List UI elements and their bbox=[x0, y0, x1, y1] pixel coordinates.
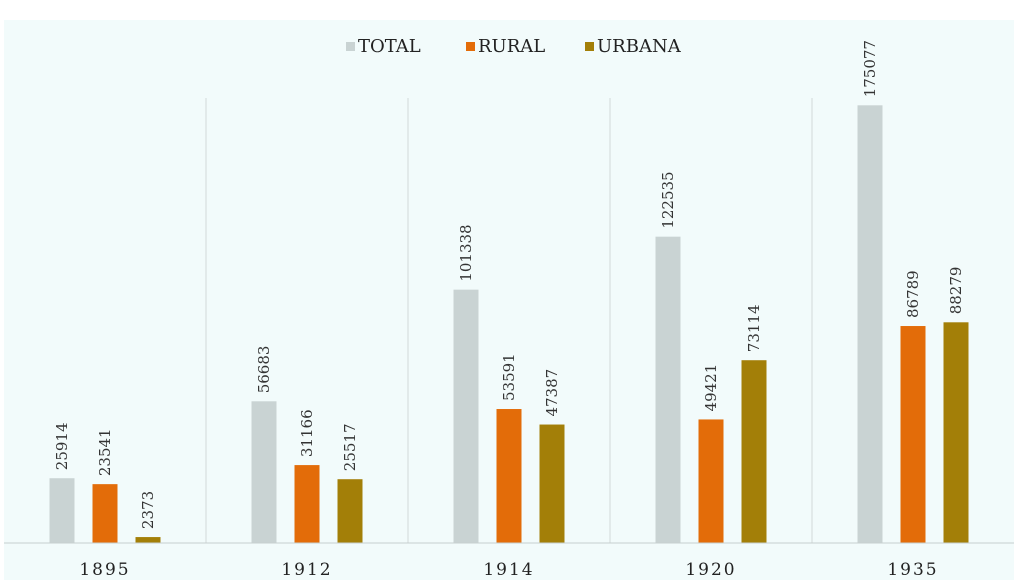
x-tick-label-1920: 1920 bbox=[685, 560, 736, 580]
data-label-total-1895: 25914 bbox=[53, 422, 71, 470]
legend-swatch-rural bbox=[466, 42, 475, 51]
data-label-urbana-1935: 88279 bbox=[947, 267, 965, 315]
category-separators bbox=[205, 98, 813, 543]
legend-label-urbana: URBANA bbox=[597, 36, 682, 57]
x-axis-ticks: 1895 1912 1914 1920 1935 bbox=[79, 560, 938, 580]
data-label-rural-1935: 86789 bbox=[904, 270, 922, 318]
x-tick-label-1912: 1912 bbox=[281, 560, 332, 580]
data-label-total-1914: 101338 bbox=[457, 224, 475, 281]
bar-total-1914 bbox=[453, 289, 479, 543]
legend-label-rural: RURAL bbox=[478, 36, 545, 57]
data-label-rural-1912: 31166 bbox=[298, 409, 316, 457]
x-tick-label-1935: 1935 bbox=[887, 560, 938, 580]
data-label-total-1935: 175077 bbox=[861, 40, 879, 97]
bar-urbana-1912 bbox=[337, 479, 363, 543]
bar-urbana-1935 bbox=[943, 322, 969, 543]
bar-total-1935 bbox=[857, 105, 883, 544]
bar-rural-1895 bbox=[92, 484, 118, 543]
data-label-total-1920: 122535 bbox=[659, 171, 677, 228]
bars bbox=[49, 105, 969, 544]
data-label-rural-1920: 49421 bbox=[702, 364, 720, 412]
legend-swatch-urbana bbox=[585, 42, 594, 51]
data-label-total-1912: 56683 bbox=[255, 346, 273, 394]
bar-total-1920 bbox=[655, 236, 681, 543]
data-label-urbana-1920: 73114 bbox=[745, 304, 763, 352]
data-label-urbana-1914: 47387 bbox=[543, 369, 561, 417]
bar-rural-1912 bbox=[294, 465, 320, 543]
data-label-urbana-1895: 2373 bbox=[139, 491, 157, 529]
bar-urbana-1914 bbox=[539, 424, 565, 543]
bar-rural-1914 bbox=[496, 409, 522, 543]
legend-label-total: TOTAL bbox=[358, 36, 421, 57]
bar-total-1912 bbox=[251, 401, 277, 543]
x-tick-label-1914: 1914 bbox=[483, 560, 534, 580]
data-labels: 25914 23541 2373 56683 31166 25517 101338 53591… bbox=[53, 40, 965, 529]
data-label-urbana-1912: 25517 bbox=[341, 423, 359, 471]
bar-rural-1935 bbox=[900, 326, 926, 543]
bar-urbana-1895 bbox=[135, 537, 161, 543]
data-label-rural-1895: 23541 bbox=[96, 428, 114, 476]
bar-urbana-1920 bbox=[741, 360, 767, 543]
x-tick-label-1895: 1895 bbox=[79, 560, 130, 580]
data-label-rural-1914: 53591 bbox=[500, 353, 518, 401]
legend: TOTAL RURAL URBANA bbox=[346, 36, 682, 57]
legend-swatch-total bbox=[346, 42, 355, 51]
bar-rural-1920 bbox=[698, 419, 724, 543]
bar-total-1895 bbox=[49, 478, 75, 543]
